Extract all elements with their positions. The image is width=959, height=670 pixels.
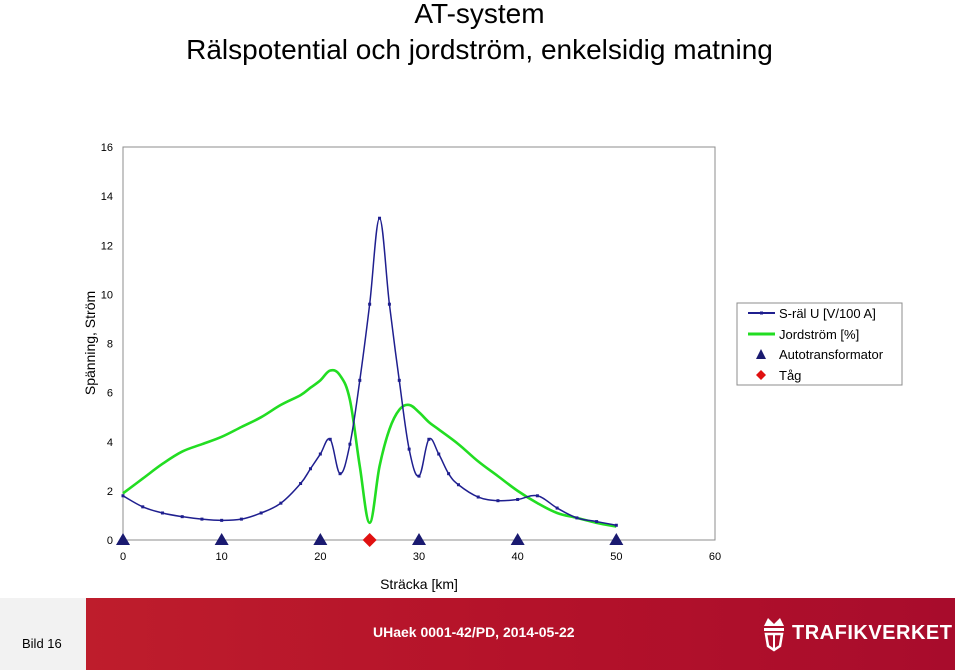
srail-point	[516, 497, 520, 501]
crown-icon	[764, 618, 784, 652]
srail-point	[141, 505, 145, 509]
legend-box	[736, 302, 903, 386]
plot-area-border	[122, 146, 716, 541]
srail-point	[378, 216, 382, 220]
x-tick-label: 20	[314, 551, 326, 563]
srail-point	[200, 517, 204, 521]
title-line-2: Rälspotential och jordström, enkelsidig …	[186, 34, 773, 65]
autotransformator-marker	[313, 533, 328, 545]
legend-tag-marker	[756, 370, 766, 380]
footer-bar	[4, 598, 955, 670]
y-tick-label: 2	[107, 486, 113, 498]
slide-number-box: Bild 16	[0, 598, 86, 670]
document-reference: UHaek 0001-42/PD, 2014-05-22	[373, 624, 575, 640]
srail-point	[447, 472, 451, 476]
x-tick-label: 0	[120, 551, 126, 563]
srail-point	[299, 482, 303, 486]
slide-number: Bild 16	[22, 636, 62, 651]
legend-srail-marker	[760, 311, 763, 315]
srail-point	[348, 442, 352, 446]
srail-point	[160, 511, 164, 515]
y-tick-label: 6	[107, 388, 113, 400]
srail-point	[555, 506, 559, 510]
autotransformator-marker	[510, 533, 525, 545]
legend: S-räl U [V/100 A] Jordström [%] Autotran…	[736, 302, 903, 386]
y-tick-label: 4	[107, 437, 113, 449]
srail-point	[239, 517, 243, 521]
autotransformator-marker	[214, 533, 229, 545]
srail-point	[387, 302, 391, 306]
y-axis-ticks: 0 2 4 6 8 10 12 14 16	[101, 142, 113, 547]
chart: 0 2 4 6 8 10 12 14 16 0 10 20 30 40 50 60 Spänning, St…	[82, 142, 903, 592]
x-tick-label: 40	[512, 551, 524, 563]
trafikverket-logo: TRAFIKVERKET	[760, 612, 953, 652]
x-tick-label: 10	[216, 551, 228, 563]
y-tick-label: 8	[107, 339, 113, 351]
autotransformator-marker	[412, 533, 426, 545]
srail-point	[456, 483, 460, 487]
srail-point	[496, 499, 500, 503]
srail-point	[595, 520, 599, 524]
logo-text: TRAFIKVERKET	[792, 622, 953, 644]
srail-point	[338, 472, 342, 476]
tag-marker	[362, 533, 377, 547]
srail-point	[328, 437, 332, 441]
legend-jord-label: Jordström [%]	[779, 327, 859, 342]
srail-point	[180, 515, 184, 519]
srail-point	[575, 516, 579, 520]
legend-autotrafo-label: Autotransformator	[779, 347, 884, 362]
y-tick-label: 0	[107, 535, 113, 547]
autotransformator-marker	[116, 533, 130, 545]
plot-frame	[122, 146, 716, 541]
x-axis-ticks: 0 10 20 30 40 50 60	[120, 551, 721, 563]
y-tick-label: 16	[101, 142, 113, 154]
series-layer	[121, 216, 618, 528]
srail-point	[318, 452, 322, 456]
srail-point	[437, 452, 441, 456]
srail-point	[358, 378, 362, 382]
legend-tag-label: Tåg	[779, 368, 801, 383]
series-srail-line	[122, 217, 617, 527]
srail-point	[279, 501, 283, 505]
srail-point	[308, 467, 312, 471]
srail-point	[614, 523, 618, 527]
legend-autotrafo-marker	[756, 349, 766, 359]
srail-point	[397, 378, 401, 382]
legend-srail-label: S-räl U [V/100 A]	[779, 306, 876, 321]
y-tick-label: 12	[101, 240, 113, 252]
srail-point	[368, 302, 372, 306]
x-tick-label: 60	[709, 551, 721, 563]
srail-point	[535, 494, 539, 498]
autotransformator-marker	[609, 533, 624, 545]
title-line-1: AT-system	[414, 0, 545, 29]
srail-point	[259, 511, 263, 515]
y-tick-label: 10	[101, 289, 113, 301]
srail-point	[121, 494, 125, 498]
x-tick-label: 50	[610, 551, 622, 563]
srail-point	[476, 495, 480, 499]
x-tick-label: 30	[413, 551, 425, 563]
srail-point	[407, 447, 411, 451]
y-tick-label: 14	[101, 191, 113, 203]
series-jordstrom-line	[122, 368, 617, 528]
markers-layer	[116, 533, 624, 547]
srail-point	[427, 437, 431, 441]
y-axis-label: Spänning, Ström	[82, 291, 98, 395]
srail-point	[417, 474, 421, 478]
srail-point	[220, 518, 224, 522]
x-axis-label: Sträcka [km]	[380, 576, 458, 592]
